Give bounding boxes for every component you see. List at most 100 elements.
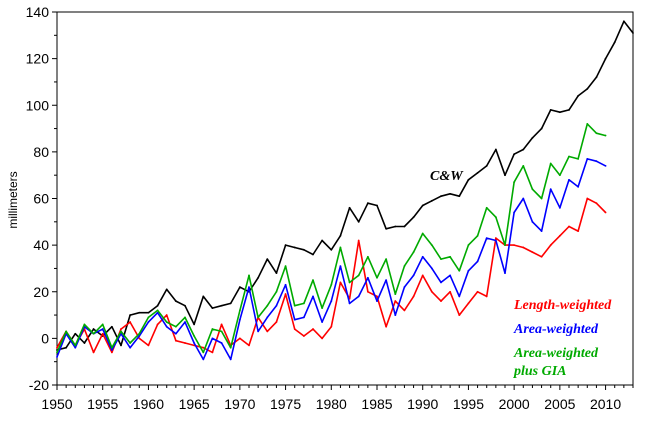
data-point-area-weighted — [577, 185, 580, 188]
data-point-c-w — [275, 272, 278, 274]
data-point-area-weighted-plus-gia — [202, 351, 205, 354]
data-point-area-weighted-plus-gia — [376, 276, 378, 279]
data-point-c-w — [339, 234, 342, 237]
data-point-c-w — [586, 88, 589, 90]
data-point-area-weighted — [558, 206, 561, 209]
data-point-area-weighted — [74, 346, 77, 349]
data-point-area-weighted-plus-gia — [56, 351, 58, 354]
data-point-area-weighted-plus-gia — [165, 321, 168, 323]
x-tick-label: 1975 — [270, 396, 301, 412]
data-point-area-weighted-plus-gia — [586, 123, 589, 125]
data-point-length-weighted — [494, 237, 497, 240]
data-point-c-w — [522, 148, 525, 151]
data-point-area-weighted — [449, 274, 452, 277]
data-point-area-weighted — [330, 300, 333, 302]
data-point-area-weighted — [174, 332, 177, 335]
data-point-area-weighted-plus-gia — [321, 307, 324, 309]
data-point-length-weighted — [467, 302, 470, 305]
data-point-c-w — [595, 76, 598, 79]
data-point-c-w — [531, 136, 534, 139]
data-point-area-weighted-plus-gia — [193, 335, 196, 337]
data-point-area-weighted — [266, 316, 269, 319]
data-point-area-weighted — [421, 255, 424, 258]
data-point-area-weighted — [549, 188, 552, 191]
data-point-area-weighted — [321, 321, 324, 323]
data-point-area-weighted-plus-gia — [513, 181, 516, 184]
data-point-c-w — [421, 204, 424, 207]
data-point-length-weighted — [376, 295, 378, 298]
data-point-length-weighted — [540, 255, 543, 258]
data-point-area-weighted-plus-gia — [412, 251, 415, 254]
data-point-length-weighted — [238, 337, 241, 340]
data-point-area-weighted — [504, 272, 506, 274]
data-point-area-weighted — [586, 157, 589, 160]
data-point-area-weighted — [56, 356, 58, 358]
x-tick-label: 1970 — [224, 396, 255, 412]
data-point-area-weighted — [458, 295, 461, 298]
data-point-c-w — [385, 227, 388, 230]
data-point-c-w — [229, 302, 232, 305]
data-point-length-weighted — [321, 337, 324, 340]
data-point-length-weighted — [138, 337, 141, 340]
data-point-c-w — [293, 246, 296, 249]
data-point-length-weighted — [440, 300, 442, 302]
data-point-area-weighted-plus-gia — [229, 346, 232, 349]
data-point-length-weighted — [284, 293, 287, 295]
data-point-area-weighted-plus-gia — [74, 344, 77, 347]
data-point-area-weighted — [394, 314, 397, 316]
data-point-length-weighted — [165, 314, 168, 316]
data-point-area-weighted-plus-gia — [449, 255, 452, 258]
data-point-length-weighted — [421, 274, 424, 277]
data-point-area-weighted — [284, 283, 287, 286]
data-point-area-weighted-plus-gia — [476, 234, 479, 237]
data-point-length-weighted — [302, 335, 305, 337]
series-label: Length-weighted — [513, 298, 612, 313]
data-point-c-w — [549, 109, 552, 111]
data-point-length-weighted — [293, 328, 296, 330]
series-labels: C&W Length-weighted Area-weighted Area-weig… — [430, 169, 612, 379]
data-point-length-weighted — [339, 281, 342, 284]
data-point-c-w — [184, 304, 186, 307]
data-point-length-weighted — [248, 344, 250, 347]
data-point-area-weighted — [312, 295, 314, 298]
data-point-area-weighted — [147, 321, 150, 323]
data-point-length-weighted — [366, 290, 369, 293]
data-point-length-weighted — [101, 332, 104, 335]
data-point-length-weighted — [92, 351, 95, 354]
data-point-area-weighted-plus-gia — [357, 274, 360, 277]
series-label: C&W — [430, 169, 464, 184]
data-point-length-weighted — [147, 344, 150, 347]
y-tick-label: 120 — [26, 51, 50, 67]
data-point-area-weighted — [494, 239, 497, 242]
data-point-length-weighted — [120, 328, 122, 330]
x-tick-label: 1995 — [453, 396, 484, 412]
data-point-area-weighted — [229, 358, 232, 361]
data-point-length-weighted — [577, 230, 580, 233]
data-point-length-weighted — [430, 290, 433, 293]
data-point-area-weighted — [220, 342, 223, 344]
data-point-c-w — [357, 220, 360, 223]
x-tick-label: 2000 — [499, 396, 530, 412]
data-point-c-w — [540, 127, 543, 130]
data-point-area-weighted — [540, 230, 543, 233]
data-point-length-weighted — [385, 325, 388, 328]
data-point-length-weighted — [56, 346, 58, 349]
data-point-area-weighted-plus-gia — [211, 328, 214, 330]
data-point-c-w — [129, 314, 132, 316]
data-point-c-w — [83, 342, 86, 344]
data-point-length-weighted — [558, 234, 561, 237]
data-point-area-weighted — [467, 269, 470, 272]
data-point-c-w — [449, 192, 452, 195]
data-point-area-weighted — [430, 267, 433, 270]
x-tick-label: 1980 — [316, 396, 347, 412]
series-label: Area-weighted — [513, 322, 599, 337]
series-line-area-weighted-plus-gia — [56, 123, 606, 354]
data-point-area-weighted — [211, 337, 214, 340]
data-point-area-weighted-plus-gia — [147, 316, 150, 319]
data-point-area-weighted-plus-gia — [156, 309, 159, 312]
y-tick-label: 100 — [26, 97, 50, 113]
data-point-c-w — [403, 225, 406, 228]
data-point-c-w — [366, 202, 369, 205]
data-point-area-weighted-plus-gia — [421, 232, 424, 235]
